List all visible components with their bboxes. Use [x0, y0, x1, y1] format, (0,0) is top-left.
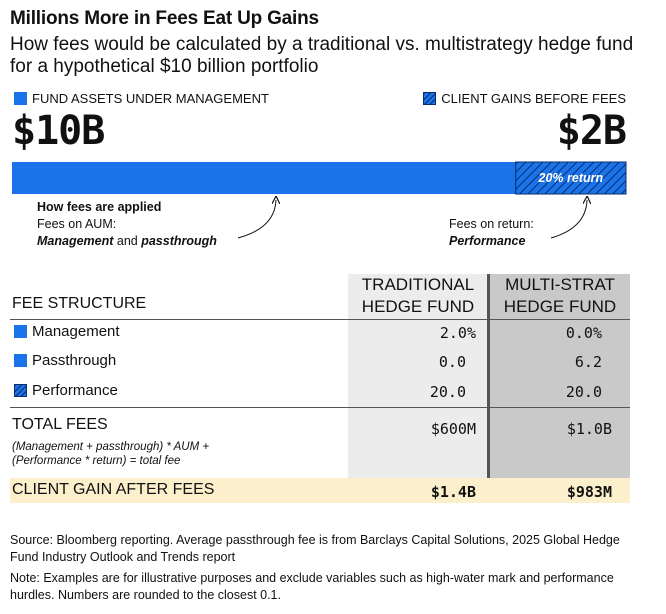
multistrat-column-header: MULTI-STRAT HEDGE FUND	[503, 275, 617, 316]
disclaimer-note: Note: Examples are for illustrative purp…	[10, 571, 614, 602]
traditional-management: 2.0%	[439, 324, 476, 342]
bar-segment-aum	[12, 162, 524, 194]
column-divider	[487, 274, 490, 478]
gains-value: $2B	[556, 108, 627, 154]
total-fees-label: TOTAL FEES	[12, 416, 108, 433]
legend-gains-swatch	[423, 92, 437, 105]
annotation-aum-detail: Management and passthrough	[37, 234, 217, 248]
annotation-applied-heading: How fees are applied	[37, 200, 162, 214]
performance-swatch	[14, 384, 27, 397]
chart-title: Millions More in Fees Eat Up Gains	[10, 8, 319, 29]
management-swatch	[14, 325, 27, 338]
header-rule	[10, 319, 630, 320]
bar-return-label: 20% return	[538, 171, 604, 185]
annotation-return-line: Fees on return:	[449, 217, 534, 231]
total-fees-formula: (Management + passthrough) * AUM + (Perf…	[12, 441, 210, 467]
arrow-return	[550, 200, 587, 239]
row-label-management: Management	[14, 323, 120, 340]
annotation-return: Fees on return: Performance	[449, 216, 534, 250]
arrow-aum	[237, 200, 276, 239]
annotation-aum: How fees are applied Fees on AUM: Manage…	[37, 199, 217, 250]
passthrough-swatch	[14, 354, 27, 367]
multistrat-management: 0.0%	[565, 324, 602, 342]
traditional-performance: 20.0	[429, 383, 466, 401]
row-label-passthrough: Passthrough	[14, 352, 116, 369]
source-note: Source: Bloomberg reporting. Average pas…	[10, 533, 620, 564]
annotation-return-detail: Performance	[449, 234, 526, 248]
fee-structure-header: FEE STRUCTURE	[12, 295, 147, 312]
totals-rule	[10, 407, 630, 408]
bar-segment-gains	[515, 161, 627, 195]
client-gain-label: CLIENT GAIN AFTER FEES	[12, 481, 215, 498]
traditional-client-gain: $1.4B	[430, 483, 476, 501]
annotation-aum-line: Fees on AUM:	[37, 217, 117, 231]
aum-value: $10B	[12, 108, 105, 154]
multistrat-passthrough: 6.2	[574, 353, 602, 371]
legend-aum-label: FUND ASSETS UNDER MANAGEMENT	[32, 91, 269, 106]
traditional-total-fees: $600M	[430, 420, 476, 438]
client-gain-row	[10, 478, 630, 503]
legend-aum-swatch	[14, 92, 27, 105]
multistrat-client-gain: $983M	[566, 483, 612, 501]
chart-subtitle: How fees would be calculated by a tradit…	[10, 34, 634, 77]
row-label-performance: Performance	[14, 382, 118, 399]
traditional-column-header: TRADITIONAL HEDGE FUND	[361, 275, 475, 316]
legend-aum: FUND ASSETS UNDER MANAGEMENT	[14, 91, 269, 106]
traditional-passthrough: 0.0	[438, 353, 466, 371]
traditional-column-bg	[348, 274, 488, 478]
legend-gains-label: CLIENT GAINS BEFORE FEES	[441, 91, 626, 106]
multistrat-performance: 20.0	[565, 383, 602, 401]
legend-gains: CLIENT GAINS BEFORE FEES	[423, 91, 626, 106]
stacked-bar-chart: 20% return	[12, 161, 627, 239]
multistrat-column-bg	[490, 274, 630, 478]
multistrat-total-fees: $1.0B	[566, 420, 612, 438]
